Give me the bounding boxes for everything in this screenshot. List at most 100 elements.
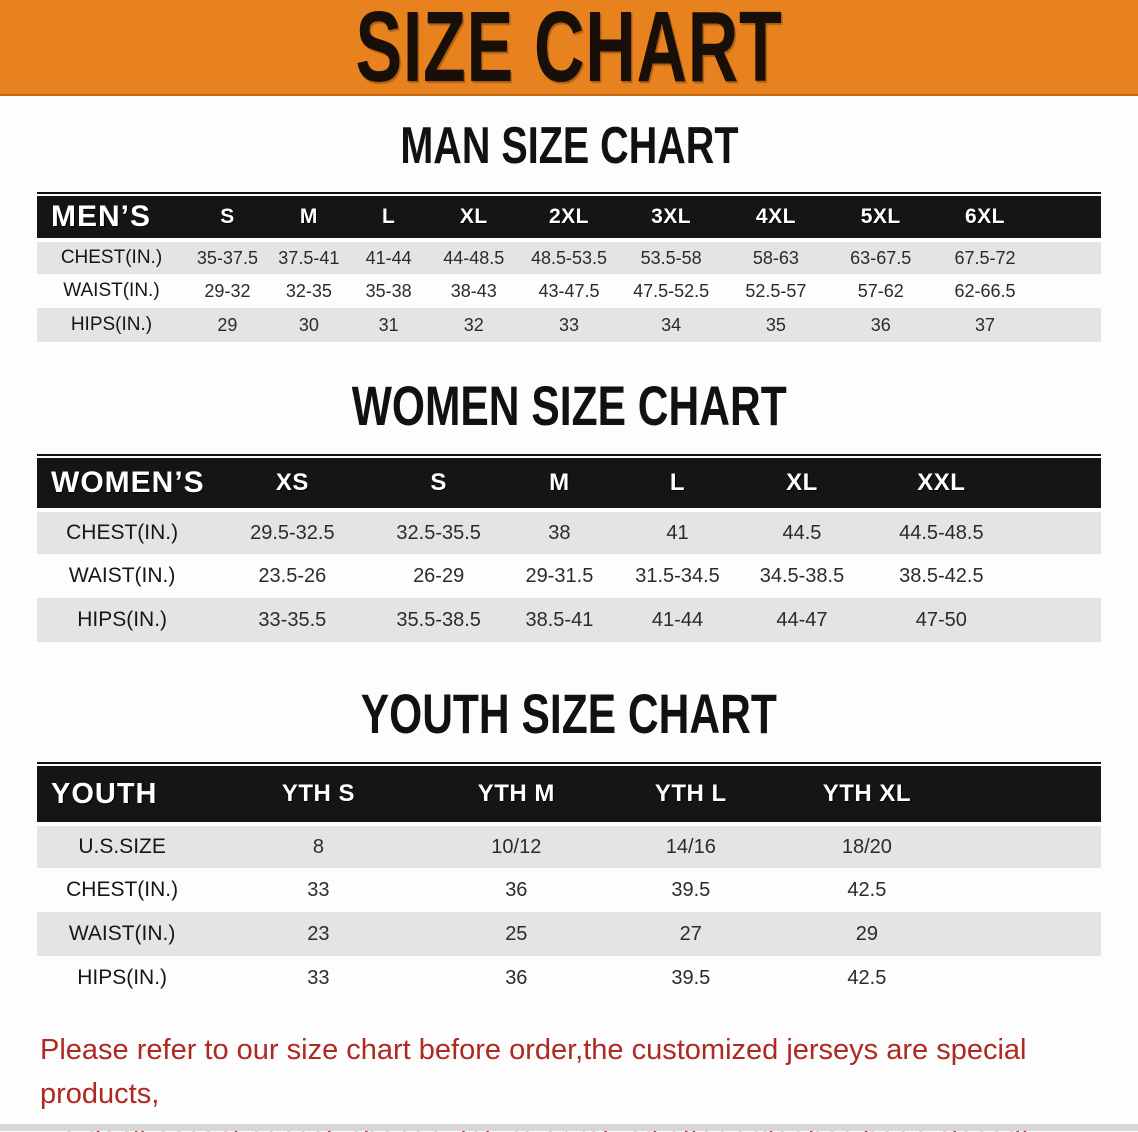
spacer-cell: [955, 912, 1101, 956]
size-header-cell: L: [348, 196, 429, 242]
spacer-cell: [1037, 240, 1101, 274]
value-cell: 32-35: [268, 274, 349, 308]
table-row: U.S.SIZE 8 10/12 14/16 18/20: [37, 824, 1101, 868]
youth-size-table: YOUTH YTH S YTH M YTH L YTH XL U.S.SIZE 8 10/12…: [37, 762, 1101, 1000]
section-heading-text: YOUTH SIZE CHART: [360, 682, 778, 745]
size-header-cell: M: [499, 458, 619, 512]
row-label: WAIST(IN.): [37, 554, 208, 598]
size-header-cell: 4XL: [723, 196, 829, 242]
row-label: HIPS(IN.): [37, 956, 208, 1000]
value-cell: 32.5-35.5: [377, 510, 500, 554]
value-cell: 39.5: [603, 868, 779, 912]
value-cell: 35.5-38.5: [377, 598, 500, 642]
value-cell: 33: [518, 308, 619, 342]
value-cell: 62-66.5: [932, 274, 1038, 308]
value-cell: 37.5-41: [268, 240, 349, 274]
spacer-cell: [955, 766, 1101, 826]
men-size-table: MEN’S S M L XL 2XL 3XL 4XL 5XL 6XL CHEST(IN.) 35-37…: [37, 192, 1101, 342]
value-cell: 36: [828, 308, 933, 342]
spacer-cell: [1014, 510, 1101, 554]
value-cell: 23: [207, 912, 430, 956]
value-cell: 47-50: [867, 598, 1015, 642]
value-cell: 30: [268, 308, 349, 342]
table-row: CHEST(IN.) 33 36 39.5 42.5: [37, 868, 1101, 912]
section-heading: WOMEN SIZE CHART: [0, 374, 1138, 437]
size-header-cell: XL: [428, 196, 519, 242]
size-header-cell: XS: [207, 458, 378, 512]
value-cell: 41: [618, 510, 737, 554]
value-cell: 29-32: [185, 274, 269, 308]
size-header-cell: S: [185, 196, 269, 242]
header-row: WOMEN’S XS S M L XL XXL: [37, 458, 1101, 512]
section-heading-text: WOMEN SIZE CHART: [351, 374, 787, 437]
spacer-cell: [1014, 598, 1101, 642]
row-label: CHEST(IN.): [37, 868, 208, 912]
value-cell: 8: [207, 824, 430, 868]
value-cell: 36: [429, 868, 604, 912]
section-heading-text: MAN SIZE CHART: [399, 117, 739, 175]
value-cell: 48.5-53.5: [518, 240, 619, 274]
value-cell: 39.5: [603, 956, 779, 1000]
value-cell: 47.5-52.5: [618, 274, 724, 308]
value-cell: 14/16: [603, 824, 779, 868]
spacer-cell: [1037, 308, 1101, 342]
table-row: HIPS(IN.) 33 36 39.5 42.5: [37, 956, 1101, 1000]
value-cell: 67.5-72: [932, 240, 1038, 274]
value-cell: 44.5-48.5: [867, 510, 1015, 554]
spacer-cell: [1014, 458, 1101, 512]
value-cell: 32: [428, 308, 519, 342]
size-header-cell: 5XL: [828, 196, 933, 242]
value-cell: 36: [429, 956, 604, 1000]
value-cell: 34: [618, 308, 724, 342]
bottom-divider: [0, 1124, 1138, 1131]
value-cell: 35-37.5: [185, 240, 269, 274]
value-cell: 35: [723, 308, 829, 342]
value-cell: 41-44: [348, 240, 429, 274]
value-cell: 38.5-41: [499, 598, 619, 642]
table-title-cell: YOUTH: [37, 766, 208, 826]
spacer-cell: [955, 956, 1101, 1000]
value-cell: 23.5-26: [207, 554, 378, 598]
size-header-cell: YTH M: [429, 766, 604, 826]
size-header-cell: YTH S: [207, 766, 430, 826]
size-header-cell: 3XL: [618, 196, 724, 242]
value-cell: 37: [932, 308, 1038, 342]
value-cell: 41-44: [618, 598, 737, 642]
value-cell: 58-63: [723, 240, 829, 274]
header-row: MEN’S S M L XL 2XL 3XL 4XL 5XL 6XL: [37, 196, 1101, 242]
table-row: HIPS(IN.) 33-35.5 35.5-38.5 38.5-41 41-44 44-…: [37, 598, 1101, 642]
row-label: U.S.SIZE: [37, 824, 208, 868]
value-cell: 29.5-32.5: [207, 510, 378, 554]
value-cell: 42.5: [778, 868, 956, 912]
value-cell: 43-47.5: [518, 274, 619, 308]
size-header-cell: S: [377, 458, 500, 512]
value-cell: 35-38: [348, 274, 429, 308]
size-header-cell: YTH L: [603, 766, 779, 826]
size-header-cell: XL: [736, 458, 868, 512]
size-header-cell: 2XL: [518, 196, 619, 242]
spacer-cell: [1014, 554, 1101, 598]
value-cell: 44-47: [736, 598, 868, 642]
value-cell: 57-62: [828, 274, 933, 308]
section-heading: YOUTH SIZE CHART: [0, 682, 1138, 745]
value-cell: 27: [603, 912, 779, 956]
disclaimer-line1: Please refer to our size chart before or…: [40, 1034, 1027, 1110]
table-row: WAIST(IN.) 23.5-26 26-29 29-31.5 31.5-34.5 34…: [37, 554, 1101, 598]
value-cell: 63-67.5: [828, 240, 933, 274]
table-row: CHEST(IN.) 35-37.5 37.5-41 41-44 44-48.5 48.5…: [37, 240, 1101, 274]
spacer-cell: [1037, 196, 1101, 242]
size-header-cell: 6XL: [932, 196, 1038, 242]
table-row: CHEST(IN.) 29.5-32.5 32.5-35.5 38 41 44.5 44.5…: [37, 510, 1101, 554]
spacer-cell: [955, 824, 1101, 868]
men-size-chart-section: MAN SIZE CHART MEN’S S M L XL 2XL 3XL 4XL 5XL 6XL C…: [0, 117, 1138, 342]
section-heading: MAN SIZE CHART: [0, 117, 1138, 175]
row-label: WAIST(IN.): [37, 912, 208, 956]
value-cell: 26-29: [377, 554, 500, 598]
row-label: CHEST(IN.): [37, 510, 208, 554]
value-cell: 52.5-57: [723, 274, 829, 308]
value-cell: 33-35.5: [207, 598, 378, 642]
size-header-cell: YTH XL: [778, 766, 956, 826]
table-row: WAIST(IN.) 23 25 27 29: [37, 912, 1101, 956]
banner: SIZE CHART: [0, 0, 1138, 97]
